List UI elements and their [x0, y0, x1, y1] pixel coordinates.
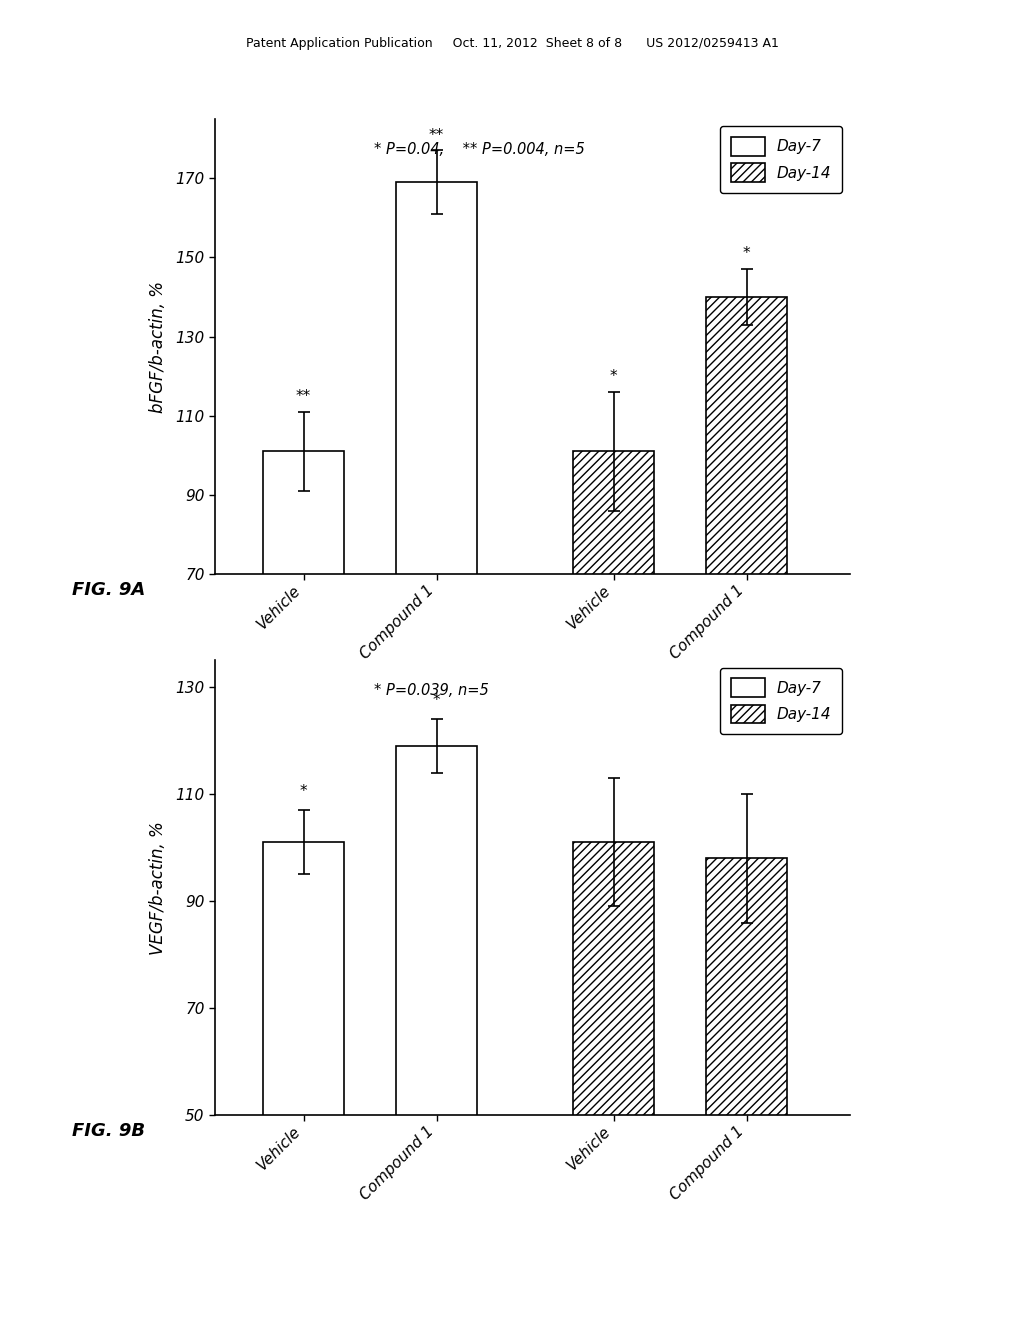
Legend: Day-7, Day-14: Day-7, Day-14	[721, 127, 843, 193]
Text: *: *	[433, 693, 440, 709]
Bar	[263, 451, 344, 574]
Text: *: *	[610, 370, 617, 384]
Bar	[396, 746, 477, 1115]
Text: * P=0.039, n=5: * P=0.039, n=5	[374, 682, 488, 698]
Bar	[396, 182, 477, 574]
Bar	[573, 842, 654, 1115]
Bar	[706, 297, 787, 574]
Y-axis label: VEGF/b-actin, %: VEGF/b-actin, %	[150, 821, 167, 954]
Text: **: **	[296, 389, 311, 404]
Bar	[573, 451, 654, 574]
Text: **: **	[429, 128, 444, 143]
Text: *: *	[742, 247, 751, 261]
Bar	[263, 842, 344, 1115]
Text: *: *	[300, 784, 307, 800]
Text: * P=0.04,    ** P=0.004, n=5: * P=0.04, ** P=0.004, n=5	[374, 141, 585, 157]
Text: FIG. 9B: FIG. 9B	[72, 1122, 144, 1140]
Text: Patent Application Publication     Oct. 11, 2012  Sheet 8 of 8      US 2012/0259: Patent Application Publication Oct. 11, …	[246, 37, 778, 50]
Y-axis label: bFGF/b-actin, %: bFGF/b-actin, %	[150, 281, 167, 413]
Bar	[706, 858, 787, 1115]
Text: FIG. 9A: FIG. 9A	[72, 581, 145, 599]
Legend: Day-7, Day-14: Day-7, Day-14	[721, 668, 843, 734]
